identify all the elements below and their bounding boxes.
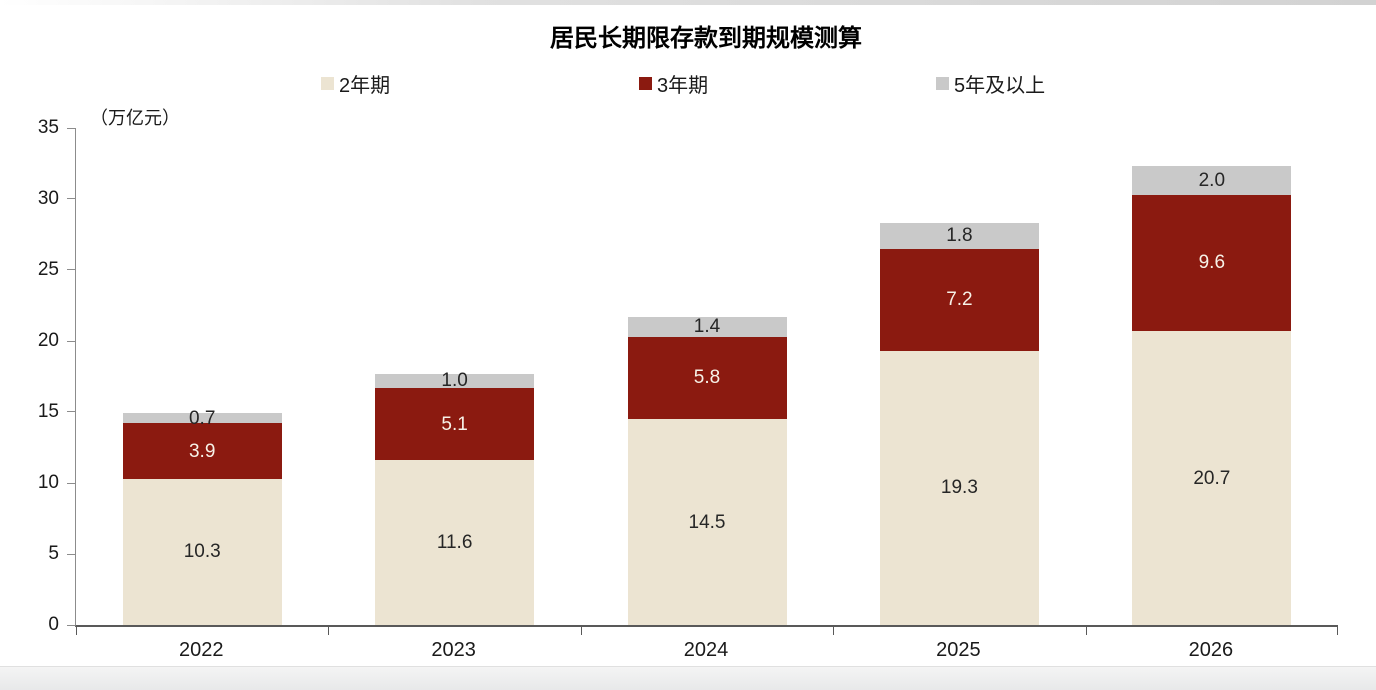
bar-segment-series0-2025: 19.3 (879, 350, 1039, 625)
plot-area: 10.3 3.9 0.7 11.6 5.1 1.0 14.5 5.8 1.4 19.3 7.2 1.8… (75, 128, 1338, 635)
legend-swatch-3year (639, 77, 652, 90)
bar-segment-series0-2023: 11.6 (375, 460, 535, 625)
x-tick-mark (580, 627, 582, 635)
y-tick-label: 30 (37, 188, 59, 209)
x-tick-mark (328, 627, 330, 635)
y-tick-label: 15 (37, 401, 59, 422)
bar-segment-series1-2024: 5.8 (627, 336, 787, 420)
bar-column-2022: 10.3 3.9 0.7 (76, 128, 328, 625)
bar-value-label: 7.2 (946, 289, 973, 311)
bar-value-label: 19.3 (940, 477, 978, 499)
y-tick-mark (67, 269, 75, 271)
y-tick-mark (67, 340, 75, 342)
y-tick-label: 5 (48, 543, 59, 564)
bar-value-label: 20.7 (1193, 467, 1231, 489)
x-axis-label-2023: 2023 (431, 639, 476, 661)
bar-stack-2023: 11.6 5.1 1.0 (375, 128, 535, 625)
bar-value-label: 0.7 (188, 407, 216, 429)
y-tick-mark (67, 411, 75, 413)
bar-value-label: 5.1 (441, 413, 468, 435)
bar-column-2023: 11.6 5.1 1.0 (328, 128, 580, 625)
y-tick-label: 10 (37, 472, 59, 493)
y-tick-label: 25 (37, 259, 59, 280)
x-tick-mark (1085, 627, 1087, 635)
bar-stack-2022: 10.3 3.9 0.7 (122, 128, 282, 625)
bar-column-2025: 19.3 7.2 1.8 (833, 128, 1085, 625)
legend-swatch-5year-plus (936, 77, 949, 90)
x-axis-labels: 2022 2023 2024 2025 2026 (75, 639, 1337, 662)
bar-segment-series2-2026: 2.0 (1132, 166, 1292, 195)
y-axis: 0 5 10 15 20 25 30 35 (0, 117, 75, 635)
y-tick-mark (67, 198, 75, 200)
chart-legend: 2年期 3年期 5年及以上 (0, 69, 1376, 98)
bar-segment-series2-2023: 1.0 (375, 370, 535, 392)
x-axis-label-2024: 2024 (683, 639, 729, 661)
bar-value-label: 5.8 (693, 367, 721, 389)
bar-column-2024: 14.5 5.8 1.4 (581, 128, 833, 625)
y-tick-mark (67, 553, 75, 555)
bar-stack-2024: 14.5 5.8 1.4 (627, 128, 787, 625)
x-tick-mark (76, 627, 77, 635)
chart-title: 居民长期限存款到期规模测算 (550, 25, 862, 52)
bar-stack-2026: 20.7 9.6 2.0 (1132, 128, 1292, 625)
bar-value-label: 10.3 (183, 541, 221, 563)
bars-container: 10.3 3.9 0.7 11.6 5.1 1.0 14.5 5.8 1.4 19.3 7.2 1.8… (76, 128, 1338, 625)
bar-stack-2025: 19.3 7.2 1.8 (879, 128, 1039, 625)
x-axis-label-2026: 2026 (1188, 639, 1234, 661)
y-tick-mark (67, 482, 75, 484)
legend-item-2year: 2年期 (321, 69, 390, 98)
bar-value-label: 11.6 (436, 532, 473, 554)
bar-value-label: 9.6 (1198, 252, 1226, 274)
page-top-edge (0, 0, 1376, 5)
bar-segment-series2-2025: 1.8 (879, 223, 1039, 249)
bar-column-2026: 20.7 9.6 2.0 (1086, 128, 1338, 625)
x-tick-mark (1337, 627, 1338, 635)
bar-value-label: 1.4 (693, 316, 721, 338)
bar-value-label: 3.9 (188, 440, 216, 462)
legend-item-5year-plus: 5年及以上 (936, 69, 1045, 98)
bar-segment-series0-2024: 14.5 (627, 419, 787, 625)
y-tick-label: 35 (37, 117, 59, 138)
bar-value-label: 2.0 (1198, 170, 1226, 192)
bar-segment-series1-2026: 9.6 (1132, 194, 1292, 332)
x-axis-label-2025: 2025 (936, 639, 981, 661)
bar-value-label: 14.5 (688, 511, 726, 533)
page-bottom-edge (0, 666, 1376, 690)
bar-segment-series0-2026: 20.7 (1132, 331, 1292, 625)
bar-segment-series2-2022: 0.7 (122, 409, 282, 428)
bar-segment-series1-2023: 5.1 (375, 387, 535, 461)
y-tick-mark (67, 624, 75, 626)
bar-segment-series0-2022: 10.3 (122, 478, 282, 625)
y-tick-label: 0 (48, 614, 59, 635)
legend-label-3year: 3年期 (657, 75, 709, 97)
y-tick-label: 20 (37, 330, 59, 351)
legend-label-2year: 2年期 (339, 75, 391, 97)
legend-swatch-2year (321, 77, 334, 90)
bar-value-label: 1.0 (441, 370, 468, 392)
bar-value-label: 1.8 (946, 225, 973, 247)
legend-item-3year: 3年期 (639, 69, 708, 98)
y-tick-mark (67, 127, 75, 129)
bar-segment-series1-2022: 3.9 (122, 423, 282, 479)
x-tick-mark (833, 627, 835, 635)
bar-segment-series1-2025: 7.2 (879, 248, 1039, 351)
x-axis-label-2022: 2022 (178, 639, 224, 661)
legend-label-5year-plus: 5年及以上 (954, 75, 1046, 97)
bar-segment-series2-2024: 1.4 (627, 316, 787, 338)
y-axis-unit-label: （万亿元） (90, 108, 180, 128)
